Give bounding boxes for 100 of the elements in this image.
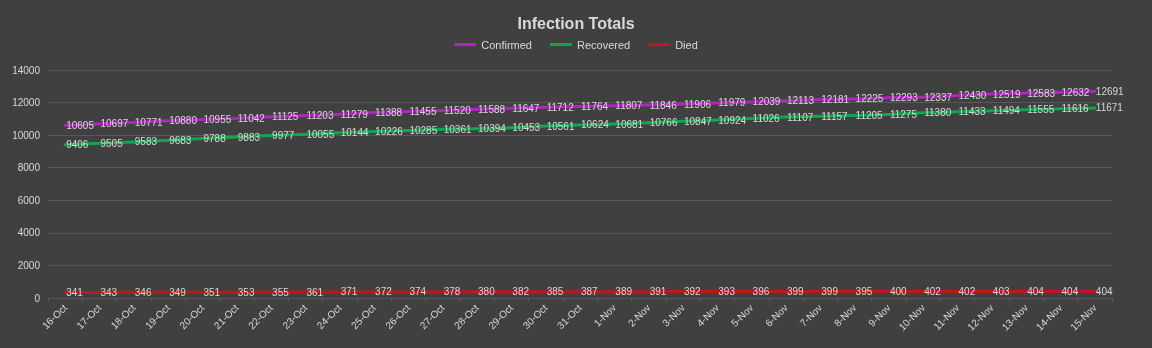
- data-label: 378: [443, 286, 461, 298]
- data-label: 387: [581, 286, 599, 298]
- y-tick-label: 12000: [12, 97, 41, 109]
- data-label: 349: [169, 286, 187, 298]
- data-label: 402: [924, 285, 942, 297]
- data-label: 353: [237, 286, 255, 298]
- data-label: 11494: [992, 105, 1021, 117]
- data-label: 11588: [478, 103, 506, 115]
- data-label: 11107: [786, 111, 814, 123]
- data-label: 9583: [134, 136, 158, 148]
- y-tick-label: 8000: [17, 162, 41, 174]
- data-label: 399: [821, 286, 839, 297]
- data-label: 351: [203, 286, 221, 298]
- data-label: 11647: [512, 102, 540, 114]
- data-label: 395: [855, 286, 873, 298]
- y-tick-label: 2000: [17, 259, 41, 271]
- data-label: 392: [683, 286, 702, 298]
- data-label: 9883: [237, 131, 261, 143]
- data-label: 399: [786, 286, 805, 297]
- data-label: 9505: [100, 137, 124, 149]
- data-label: 11042: [237, 112, 266, 124]
- data-label: 341: [66, 286, 84, 298]
- y-tick-label: 10000: [12, 129, 41, 141]
- data-label: 343: [100, 286, 118, 298]
- data-label: 385: [546, 286, 564, 298]
- y-tick-label: 4000: [17, 227, 41, 239]
- data-label: 10226: [375, 125, 404, 137]
- data-label: 12039: [752, 96, 781, 108]
- data-label: 10681: [615, 118, 644, 130]
- data-label: 11671: [1095, 102, 1124, 114]
- data-label: 10453: [512, 122, 541, 134]
- data-label: 11455: [409, 105, 437, 117]
- data-label: 404: [1061, 285, 1079, 297]
- data-label: 391: [649, 286, 667, 298]
- y-tick-label: 14000: [12, 64, 41, 76]
- data-label: 11764: [581, 100, 609, 112]
- data-label: 10285: [409, 125, 438, 136]
- data-label: 10924: [718, 114, 747, 126]
- data-label: 11712: [546, 101, 575, 113]
- data-label: 346: [134, 286, 152, 298]
- data-label: 12113: [786, 95, 815, 107]
- data-label: 9977: [272, 130, 295, 142]
- data-label: 12691: [1095, 85, 1125, 97]
- y-tick-label: 0: [34, 292, 41, 304]
- data-label: 10144: [340, 127, 369, 139]
- data-label: 11275: [889, 108, 918, 120]
- data-label: 11555: [1027, 104, 1055, 116]
- data-label: 10561: [546, 120, 575, 132]
- data-label: 12632: [1061, 86, 1090, 98]
- legend-label: Confirmed: [481, 38, 532, 51]
- data-label: 11979: [718, 97, 746, 109]
- data-label: 10624: [581, 119, 610, 131]
- data-label: 10697: [100, 118, 129, 130]
- data-label: 10880: [169, 115, 198, 127]
- data-label: 9683: [169, 134, 192, 146]
- data-label: 361: [306, 286, 324, 298]
- data-label: 10361: [443, 123, 472, 135]
- y-tick-label: 6000: [17, 194, 41, 206]
- data-label: 11026: [752, 112, 781, 124]
- data-label: 393: [718, 286, 736, 298]
- data-label: 11388: [375, 107, 403, 119]
- data-label: 389: [615, 286, 633, 298]
- data-label: 404: [1027, 285, 1045, 297]
- data-label: 371: [340, 286, 358, 298]
- data-label: 402: [958, 285, 976, 297]
- data-label: 10394: [478, 123, 507, 135]
- data-label: 11520: [443, 104, 472, 116]
- data-label: 11433: [958, 106, 987, 118]
- data-label: 12293: [889, 92, 919, 104]
- data-label: 374: [409, 286, 427, 298]
- data-label: 404: [1095, 285, 1113, 297]
- data-label: 11807: [615, 100, 643, 112]
- data-label: 11616: [1061, 103, 1090, 115]
- data-label: 9406: [66, 139, 89, 151]
- data-label: 382: [512, 286, 530, 298]
- data-label: 10847: [683, 115, 713, 127]
- data-label: 11157: [821, 110, 849, 122]
- data-label: 10771: [134, 117, 164, 129]
- data-label: 372: [375, 286, 393, 298]
- data-label: 12337: [924, 91, 953, 103]
- data-label: 10955: [203, 114, 232, 126]
- data-label: 10605: [66, 119, 95, 131]
- legend-label: Recovered: [576, 38, 631, 51]
- data-label: 380: [478, 286, 496, 298]
- legend-label: Died: [675, 38, 698, 51]
- data-label: 12225: [855, 93, 884, 105]
- data-label: 11279: [340, 108, 369, 120]
- data-label: 11125: [272, 111, 299, 123]
- data-label: 11380: [924, 107, 952, 119]
- data-label: 9788: [203, 133, 227, 145]
- data-label: 10766: [649, 117, 678, 129]
- data-label: 396: [752, 286, 770, 298]
- data-label: 355: [272, 286, 290, 298]
- data-label: 12181: [821, 94, 850, 106]
- data-label: 11203: [306, 110, 334, 122]
- data-label: 11205: [855, 110, 884, 122]
- data-label: 400: [889, 285, 908, 297]
- data-label: 12430: [958, 90, 987, 102]
- data-label: 403: [992, 285, 1010, 297]
- data-label: 10055: [306, 128, 335, 140]
